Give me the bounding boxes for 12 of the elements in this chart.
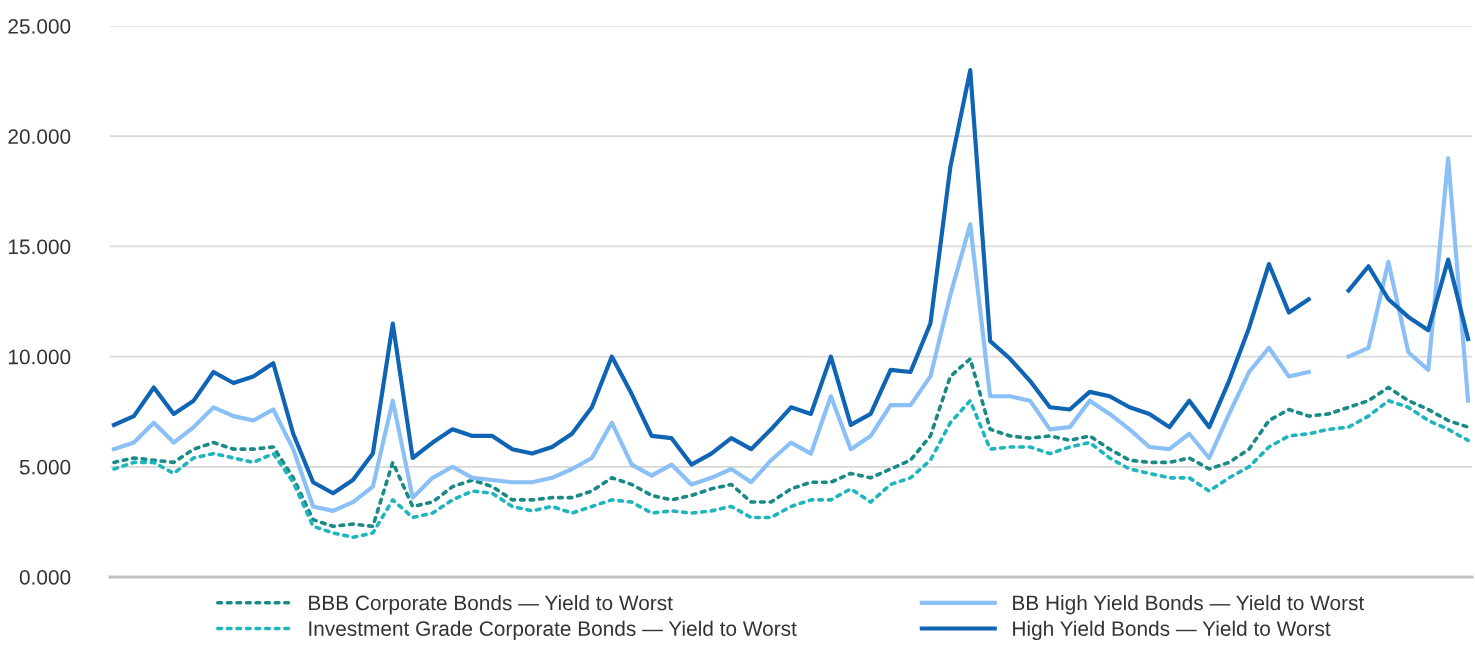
legend-label: BBB Corporate Bonds — Yield to Worst <box>309 595 673 615</box>
legend-label: High Yield Bonds — Yield to Worst <box>1013 620 1331 641</box>
line-series <box>112 356 1470 529</box>
y-tick-label: 5.000 <box>19 459 71 475</box>
y-tick-label: 25.000 <box>8 19 71 34</box>
y-tick-label: 15.000 <box>8 239 71 255</box>
line-series <box>112 398 1470 540</box>
legend-label: Investment Grade Corporate Bonds — Yield to Worst <box>309 620 797 641</box>
y-tick-label: 0.000 <box>19 570 71 585</box>
y-tick-label: 20.000 <box>8 129 71 144</box>
y-tick-label: 10.000 <box>8 349 71 365</box>
legend-label: BB High Yield Bonds — Yield to Worst <box>1013 595 1365 615</box>
